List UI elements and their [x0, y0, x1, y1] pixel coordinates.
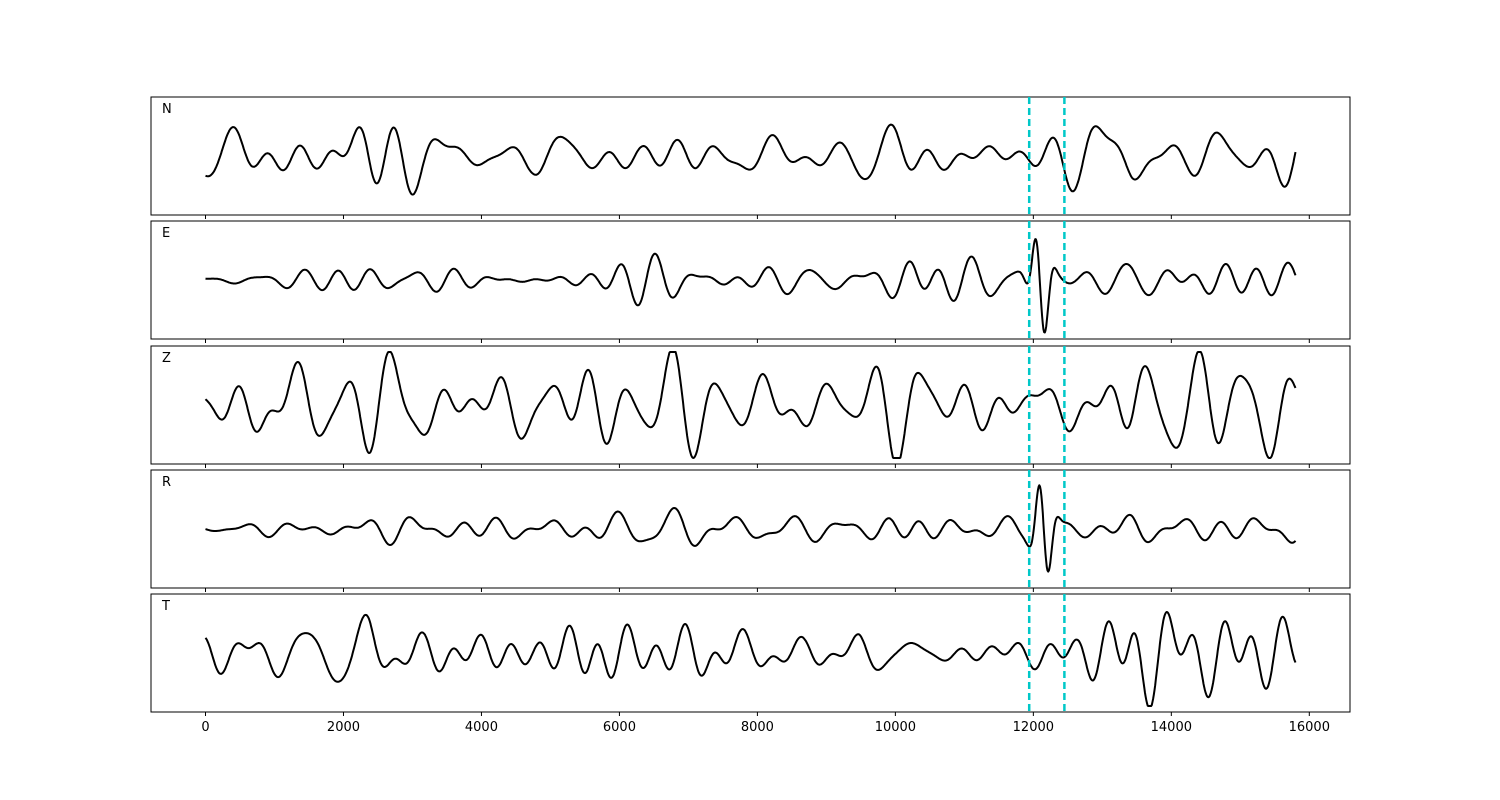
- x-tick-label: 8000: [741, 720, 774, 735]
- x-tick-label: 0: [201, 720, 209, 735]
- x-tick-label: 2000: [327, 720, 360, 735]
- panel-label: T: [161, 599, 170, 614]
- waveform-trace-N: [205, 123, 1297, 196]
- axes-frame: [150, 345, 1351, 465]
- waveform-trace-T: [204, 611, 1297, 707]
- panel-Z: Z: [150, 345, 1351, 468]
- axes-frame: [150, 220, 1351, 340]
- panel-label: Z: [162, 351, 171, 366]
- x-tick-label: 14000: [1151, 720, 1192, 735]
- panel-R: R: [150, 469, 1351, 592]
- waveform-trace-E: [205, 238, 1297, 334]
- panel-label: E: [162, 226, 170, 241]
- waveform-trace-Z: [204, 351, 1297, 459]
- panel-N: N: [150, 96, 1351, 219]
- panel-E: E: [150, 220, 1351, 343]
- axes-frame: [150, 469, 1351, 589]
- axes-frame: [150, 593, 1351, 713]
- x-tick-label: 10000: [875, 720, 916, 735]
- panel-label: N: [162, 102, 172, 117]
- panel-label: R: [162, 475, 171, 490]
- panel-T: T: [150, 593, 1351, 716]
- axes-frame: [150, 96, 1351, 216]
- x-tick-label: 4000: [465, 720, 498, 735]
- waveform-trace-R: [205, 484, 1297, 573]
- x-tick-label: 16000: [1289, 720, 1330, 735]
- x-tick-label: 6000: [603, 720, 636, 735]
- x-tick-label: 12000: [1013, 720, 1054, 735]
